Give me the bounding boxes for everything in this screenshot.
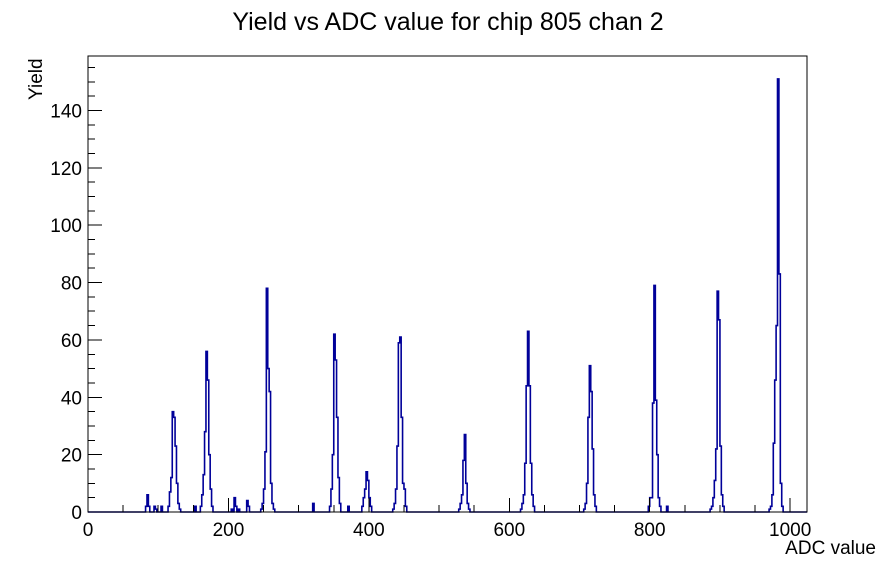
y-axis-title: Yield: [26, 58, 47, 100]
y-tick-label: 140: [50, 101, 82, 122]
x-tick-label: 800: [634, 520, 666, 541]
histogram-line: [88, 78, 807, 513]
plot-frame: [87, 55, 808, 513]
x-tick-label: 0: [83, 520, 94, 541]
y-tick-label: 100: [50, 216, 82, 237]
x-tick-label: 1000: [769, 520, 811, 541]
y-tick-label: 80: [61, 274, 82, 295]
chart-title: Yield vs ADC value for chip 805 chan 2: [232, 8, 664, 36]
x-tick-label: 200: [213, 520, 245, 541]
x-axis-title: ADC value: [785, 538, 876, 559]
y-tick-label: 120: [50, 159, 82, 180]
x-tick-label: 400: [353, 520, 385, 541]
x-tick-label: 600: [493, 520, 525, 541]
y-tick-label: 0: [71, 503, 82, 524]
y-tick-label: 60: [61, 331, 82, 352]
y-tick-label: 20: [61, 446, 82, 467]
y-tick-label: 40: [61, 388, 82, 409]
